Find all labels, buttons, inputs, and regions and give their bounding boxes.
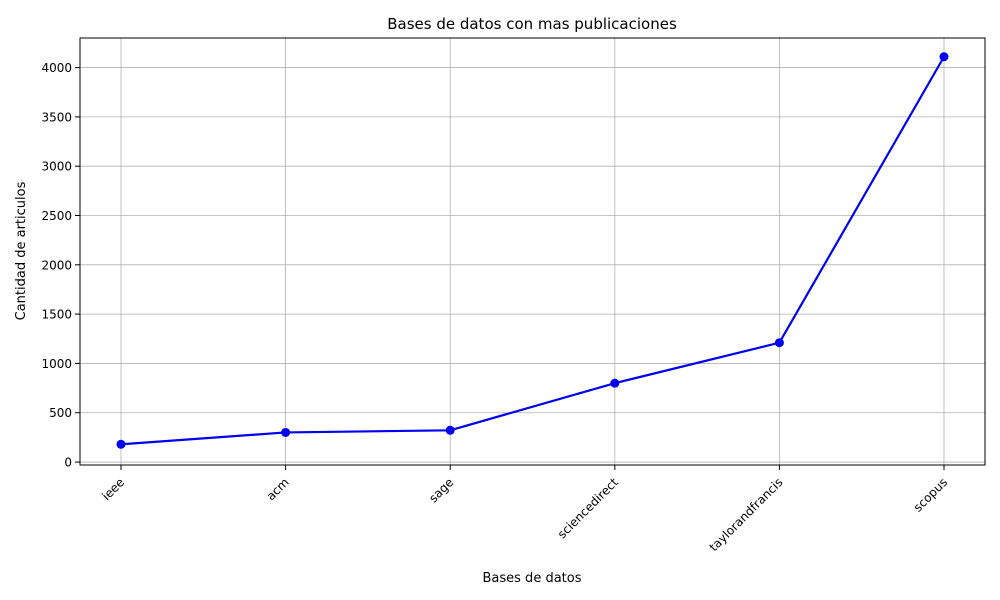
- y-tick-label: 4000: [41, 61, 72, 75]
- y-tick-label: 2000: [41, 258, 72, 272]
- grid-lines: [80, 38, 985, 465]
- series-group: [116, 52, 949, 449]
- plot-frame: [79, 37, 986, 466]
- data-point: [281, 427, 291, 437]
- y-tick-label: 2500: [41, 209, 72, 223]
- y-tick-label: 3000: [41, 160, 72, 174]
- series-line: [120, 56, 945, 446]
- y-tick-label: 0: [64, 456, 72, 470]
- y-tick-label: 3500: [41, 110, 72, 124]
- data-point: [610, 378, 620, 388]
- y-tick-label: 1000: [41, 357, 72, 371]
- y-axis-label: Cantidad de articulos: [14, 181, 29, 320]
- data-point: [116, 439, 126, 449]
- chart-title: Bases de datos con mas publicaciones: [387, 15, 677, 33]
- data-point: [445, 425, 455, 435]
- y-axis-ticks: 0 500 1000 1500 2000 2500 3000 3500 4000: [41, 61, 80, 470]
- data-point: [774, 338, 784, 348]
- y-tick-label: 500: [49, 406, 72, 420]
- data-point: [939, 52, 949, 62]
- y-tick-label: 1500: [41, 308, 72, 322]
- x-axis-label: Bases de datos: [483, 571, 582, 586]
